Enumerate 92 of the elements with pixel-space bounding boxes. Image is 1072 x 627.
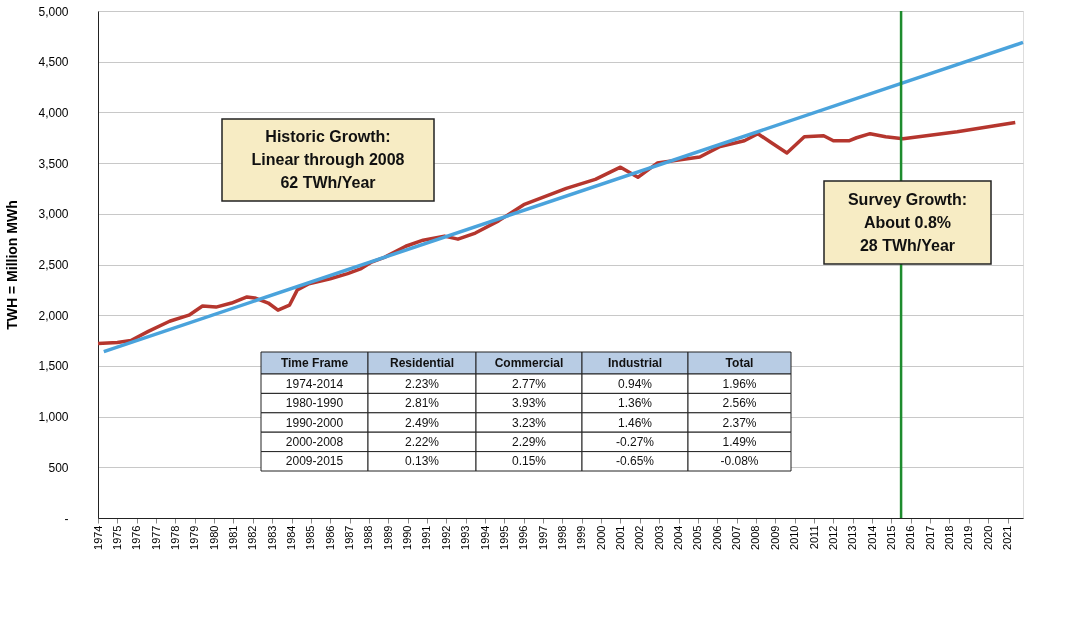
x-tick-label: 1999 [575, 525, 588, 550]
x-tick-label: 2013 [846, 525, 859, 550]
y-tick-label: 2,500 [38, 258, 69, 272]
annotation: Time Frame [280, 356, 349, 370]
x-tick-label: 1994 [478, 525, 491, 550]
x-tick-label: 1986 [323, 525, 336, 550]
x-tick-label: 2006 [710, 525, 723, 550]
x-tick-label: 1984 [285, 525, 298, 550]
annotation: 0.13% [404, 454, 440, 469]
annotation: 2009-2015 [285, 454, 344, 469]
annotation: 2.29% [511, 434, 547, 449]
x-tick-label: 1987 [343, 525, 356, 550]
x-tick-label: 2016 [904, 525, 917, 550]
y-tick-label: 5,000 [38, 4, 69, 19]
annotation: Historic Growth: Linear through 2008 62 TWh/Year [251, 128, 405, 191]
y-tick-label: - [64, 511, 69, 526]
x-tick-label: 2012 [826, 525, 839, 550]
annotation: 2.22% [404, 434, 440, 449]
x-tick-label: 2005 [691, 525, 704, 550]
annotation: 1.96% [722, 376, 757, 391]
x-tick-label: 1991 [420, 525, 433, 550]
x-tick-label: 1988 [362, 525, 375, 550]
annotation: 2.37% [722, 415, 757, 430]
annotation: Residential [389, 356, 455, 370]
annotation: Industrial [607, 356, 663, 370]
y-axis-title: TWH = Million MWh [4, 200, 21, 330]
x-tick-label: 2004 [672, 525, 685, 550]
x-tick-label: 2003 [652, 525, 665, 550]
x-tick-label: 2007 [730, 525, 743, 550]
annotation: -0.08% [720, 454, 759, 469]
y-tick-label: 500 [48, 460, 69, 475]
annotation: 1980-1990 [285, 396, 344, 411]
annotation: 1.46% [617, 415, 653, 430]
x-tick-label: 2020 [981, 525, 994, 550]
y-tick-label: 1,000 [38, 410, 69, 425]
x-tick-label: 1996 [517, 525, 530, 550]
x-tick-label: 1978 [168, 525, 181, 550]
annotation: 2.56% [722, 396, 757, 411]
x-tick-label: 2008 [749, 525, 762, 550]
x-tick-label: 1997 [536, 525, 549, 550]
x-tick-label: 1990 [401, 525, 414, 550]
x-tick-label: 2014 [865, 525, 878, 550]
x-tick-label: 2000 [594, 525, 607, 550]
x-tick-label: 2021 [1001, 525, 1014, 550]
annotation: 3.93% [511, 396, 547, 411]
x-tick-label: 1985 [304, 525, 317, 550]
x-tick-label: 2002 [633, 525, 646, 550]
annotation: 1.36% [617, 396, 653, 411]
x-tick-label: 1993 [459, 525, 472, 550]
annotation: -0.27% [615, 434, 655, 449]
x-tick-label: 1992 [439, 525, 452, 550]
y-tick-label: 3,000 [38, 207, 69, 222]
x-tick-label: 1974 [91, 525, 104, 550]
y-tick-label: 2,000 [38, 308, 69, 323]
x-tick-label: 1983 [265, 525, 278, 550]
x-tick-label: 1980 [207, 525, 220, 550]
annotation: 0.15% [511, 454, 547, 469]
annotation: Total [725, 356, 754, 370]
annotation: Survey Growth: About 0.8% 28 TWh/Year [847, 190, 968, 254]
x-tick-label: 1989 [381, 525, 394, 550]
x-tick-label: 2017 [923, 525, 936, 550]
y-tick-label: 4,500 [38, 55, 69, 70]
annotation: Commercial [494, 356, 564, 370]
annotation: 2.23% [404, 376, 440, 391]
x-tick-label: 1998 [555, 525, 568, 550]
annotation: 2000-2008 [285, 434, 344, 449]
annotation: 1.49% [722, 434, 757, 449]
x-tick-label: 2018 [942, 525, 955, 550]
x-tick-label: 1975 [110, 525, 123, 550]
x-tick-label: 2010 [788, 525, 801, 550]
y-tick-label: 4,000 [38, 105, 69, 120]
x-tick-label: 1979 [188, 525, 201, 550]
y-tick-label: 3,500 [38, 156, 69, 171]
annotation: 0.94% [617, 376, 653, 391]
x-tick-label: 1981 [226, 525, 239, 550]
annotation: 1990-2000 [285, 415, 344, 430]
annotation: 1974-2014 [285, 376, 344, 391]
x-tick-label: 1977 [149, 525, 162, 550]
annotation: 3.23% [511, 415, 547, 430]
x-tick-label: 2001 [613, 525, 626, 550]
x-tick-label: 1982 [246, 525, 259, 550]
x-tick-label: 1995 [497, 525, 510, 550]
x-tick-label: 2019 [962, 525, 975, 550]
x-tick-label: 1976 [130, 525, 143, 550]
annotation: 2.49% [404, 415, 440, 430]
annotation: -0.65% [615, 454, 655, 469]
x-tick-label: 2011 [807, 525, 820, 550]
annotation: 2.81% [404, 396, 440, 411]
annotation: 2.77% [511, 376, 547, 391]
y-tick-label: 1,500 [38, 359, 69, 374]
x-tick-label: 2015 [884, 525, 897, 550]
x-tick-label: 2009 [768, 525, 781, 550]
